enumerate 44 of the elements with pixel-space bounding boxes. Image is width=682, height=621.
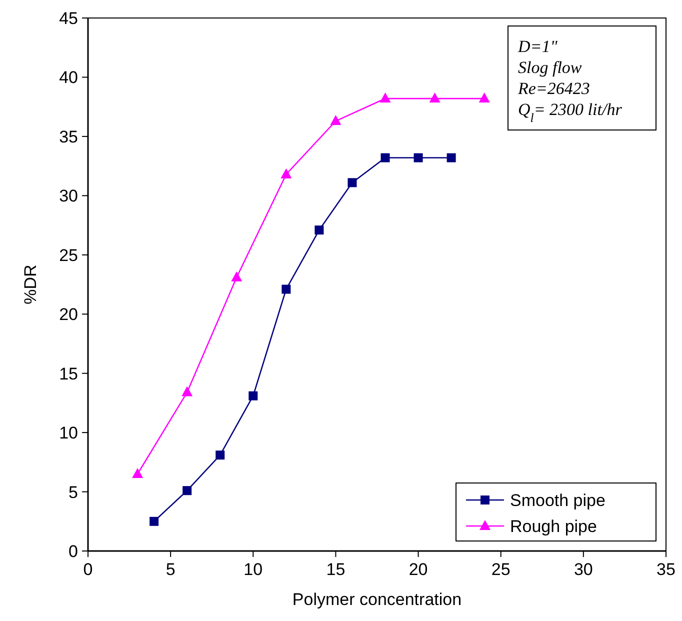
- x-tick-label: 10: [244, 560, 263, 579]
- point: [231, 271, 242, 282]
- point: [380, 153, 390, 162]
- point: [132, 468, 144, 478]
- point: [446, 153, 456, 162]
- point: [330, 115, 342, 126]
- y-tick-label: 0: [68, 542, 78, 561]
- point: [380, 92, 391, 103]
- y-tick-label: 35: [59, 127, 78, 146]
- annotation: D=1": [517, 37, 558, 56]
- x-tick-label: 30: [574, 560, 593, 579]
- point: [182, 486, 192, 496]
- x-tick-label: 5: [166, 560, 176, 579]
- point: [429, 92, 440, 103]
- y-tick-label: 20: [59, 305, 78, 324]
- y-tick-label: 5: [68, 482, 78, 502]
- y-tick-label: 15: [59, 364, 78, 384]
- x-tick-label: 25: [491, 560, 510, 579]
- point: [216, 450, 225, 460]
- point: [348, 178, 357, 188]
- point: [182, 386, 193, 396]
- point: [150, 516, 159, 526]
- y-tick-label: 25: [59, 246, 78, 265]
- y-axis-title: %DR: [21, 264, 40, 304]
- x-axis-title: Polymer concentration: [292, 590, 462, 609]
- x-tick-label: 20: [408, 560, 428, 579]
- point: [282, 284, 291, 294]
- y-tick-label: 30: [59, 186, 78, 206]
- x-tick-label: 15: [326, 560, 346, 579]
- y-tick-label: 40: [59, 68, 78, 88]
- y-tick-label: 45: [59, 9, 78, 28]
- point: [414, 153, 423, 162]
- x-tick-label: 0: [83, 560, 93, 579]
- annotation: Re=26423: [517, 79, 590, 98]
- legend-label: Rough pipe: [510, 517, 597, 536]
- x-tick-label: 35: [656, 560, 676, 579]
- point: [478, 92, 490, 103]
- point: [280, 168, 292, 178]
- point: [314, 226, 324, 235]
- annotation: Slog flow: [518, 58, 582, 77]
- y-tick-label: 10: [59, 424, 78, 443]
- point: [248, 391, 258, 400]
- legend-label: Smooth pipe: [510, 491, 606, 510]
- annotation: Q$_{l}$= 2300 lit/hr: [518, 100, 622, 125]
